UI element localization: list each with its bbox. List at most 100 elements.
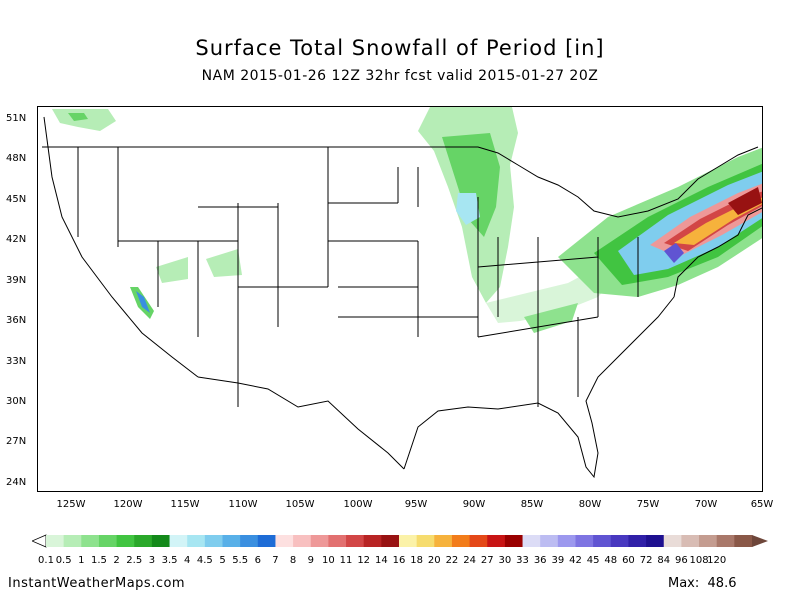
colorbar-swatch	[575, 535, 594, 547]
colorbar-swatch	[293, 535, 312, 547]
colorbar-label: 5.5	[232, 555, 249, 566]
lat-label-33n: 33N	[6, 356, 27, 367]
colorbar-swatch	[134, 535, 153, 547]
map-title: Surface Total Snowfall of Period [in]	[195, 36, 605, 60]
gulf-coast	[403, 296, 675, 479]
site-name: InstantWeatherMaps.com	[8, 576, 186, 591]
colorbar-label: 36	[533, 555, 547, 566]
colorbar-label: 11	[339, 555, 353, 566]
colorbar-swatch	[540, 535, 559, 547]
colorbar-label: 45	[586, 555, 600, 566]
lon-label-65w: 65W	[750, 499, 774, 510]
lat-label-51n: 51N	[6, 113, 27, 124]
snow-patch-sierra-core	[136, 291, 150, 313]
colorbar-swatch	[257, 535, 276, 547]
colorbar-swatch	[187, 535, 206, 547]
colorbar-swatch	[522, 535, 541, 547]
colorbar-label: 27	[480, 555, 494, 566]
colorbar-swatch	[593, 535, 612, 547]
colorbar-swatch	[469, 535, 488, 547]
colorbar-label: 18	[410, 555, 423, 566]
lon-label-95w: 95W	[404, 499, 428, 510]
colorbar-label: 3.5	[161, 555, 178, 566]
lon-label-75w: 75W	[636, 499, 660, 510]
colorbar-label: 2.5	[126, 555, 143, 566]
colorbar-label: 7	[272, 555, 279, 566]
state-lines-east	[477, 197, 639, 407]
snow-band-core-2	[728, 187, 762, 215]
lon-label-85w: 85W	[520, 499, 544, 510]
colorbar-label: 8	[289, 555, 297, 566]
state-lines-west	[77, 147, 328, 407]
snow-patch-wisconsin-core	[456, 193, 480, 225]
map-subtitle: NAM 2015-01-26 12Z 32hr fcst valid 2015-…	[201, 68, 599, 84]
colorbar-swatch	[63, 535, 82, 547]
colorbar-left-arrow	[32, 534, 47, 548]
colorbar-label: 72	[639, 555, 653, 566]
colorbar-swatch	[310, 535, 329, 547]
max-number: 48.6	[707, 576, 737, 591]
state-lines-central	[327, 147, 478, 337]
lat-label-27n: 27N	[6, 436, 27, 447]
colorbar-swatch	[646, 535, 665, 547]
colorbar-swatch	[151, 535, 171, 547]
colorbar-label: 4.5	[196, 555, 213, 566]
snow-band-core	[664, 243, 684, 263]
colorbar-swatch	[699, 535, 718, 547]
colorbar-label: 24	[463, 555, 476, 566]
colorbar-swatch	[416, 535, 435, 547]
colorbar-label: 0.5	[55, 555, 72, 566]
colorbar-swatch	[169, 535, 188, 547]
colorbar-label: 5	[219, 555, 226, 566]
colorbar-swatch	[363, 535, 382, 547]
lat-label-30n: 30N	[6, 396, 27, 407]
snowfall-shading	[52, 107, 762, 333]
colorbar-label: 84	[657, 555, 671, 566]
colorbar-swatch	[46, 535, 65, 547]
colorbar-swatch	[681, 535, 700, 547]
colorbar-label: 20	[427, 555, 441, 566]
colorbar-label: 0.1	[38, 555, 54, 566]
colorbar-swatch	[81, 535, 100, 547]
west-coast	[43, 116, 199, 378]
colorbar-label: 16	[392, 555, 406, 566]
colorbar-swatch	[504, 535, 524, 547]
snow-patch-pnw-core	[68, 113, 88, 121]
snowfall-map	[37, 106, 763, 492]
colorbar-swatch	[204, 535, 223, 547]
colorbar-label: 22	[445, 555, 459, 566]
colorbar-swatch	[328, 535, 347, 547]
colorbar-swatch	[451, 535, 471, 547]
colorbar-swatch	[240, 535, 259, 547]
colorbar-label: 14	[374, 555, 388, 566]
lon-label-115w: 115W	[170, 499, 200, 510]
max-value: Max: 48.6	[668, 576, 736, 591]
east-coast	[673, 207, 762, 298]
colorbar-swatch	[434, 535, 453, 547]
colorbar-swatch	[716, 535, 735, 547]
colorbar-label: 9	[307, 555, 314, 566]
colorbar-label: 39	[551, 555, 565, 566]
colorbar-label: 60	[622, 555, 635, 566]
colorbar-label: 3	[148, 555, 156, 566]
colorbar-label: 4	[184, 555, 191, 566]
colorbar-label: 30	[498, 555, 512, 566]
colorbar-label: 2	[113, 555, 120, 566]
colorbar-swatch	[222, 535, 241, 547]
lat-label-48n: 48N	[6, 153, 27, 164]
colorbar	[32, 534, 768, 548]
colorbar-swatch	[381, 535, 400, 547]
colorbar-label: 10	[322, 555, 335, 566]
colorbar-swatch	[399, 535, 418, 547]
lon-label-80w: 80W	[578, 499, 602, 510]
max-label: Max:	[668, 576, 700, 591]
colorbar-swatch	[663, 535, 682, 547]
lon-label-100w: 100W	[343, 499, 373, 510]
lon-label-110w: 110W	[228, 499, 258, 510]
mexico-border	[197, 376, 405, 470]
snow-patch-wisconsin	[442, 133, 500, 237]
colorbar-swatch	[116, 535, 135, 547]
colorbar-label: 96	[675, 555, 688, 566]
colorbar-swatch	[628, 535, 647, 547]
snow-patch-pnw	[52, 109, 116, 131]
